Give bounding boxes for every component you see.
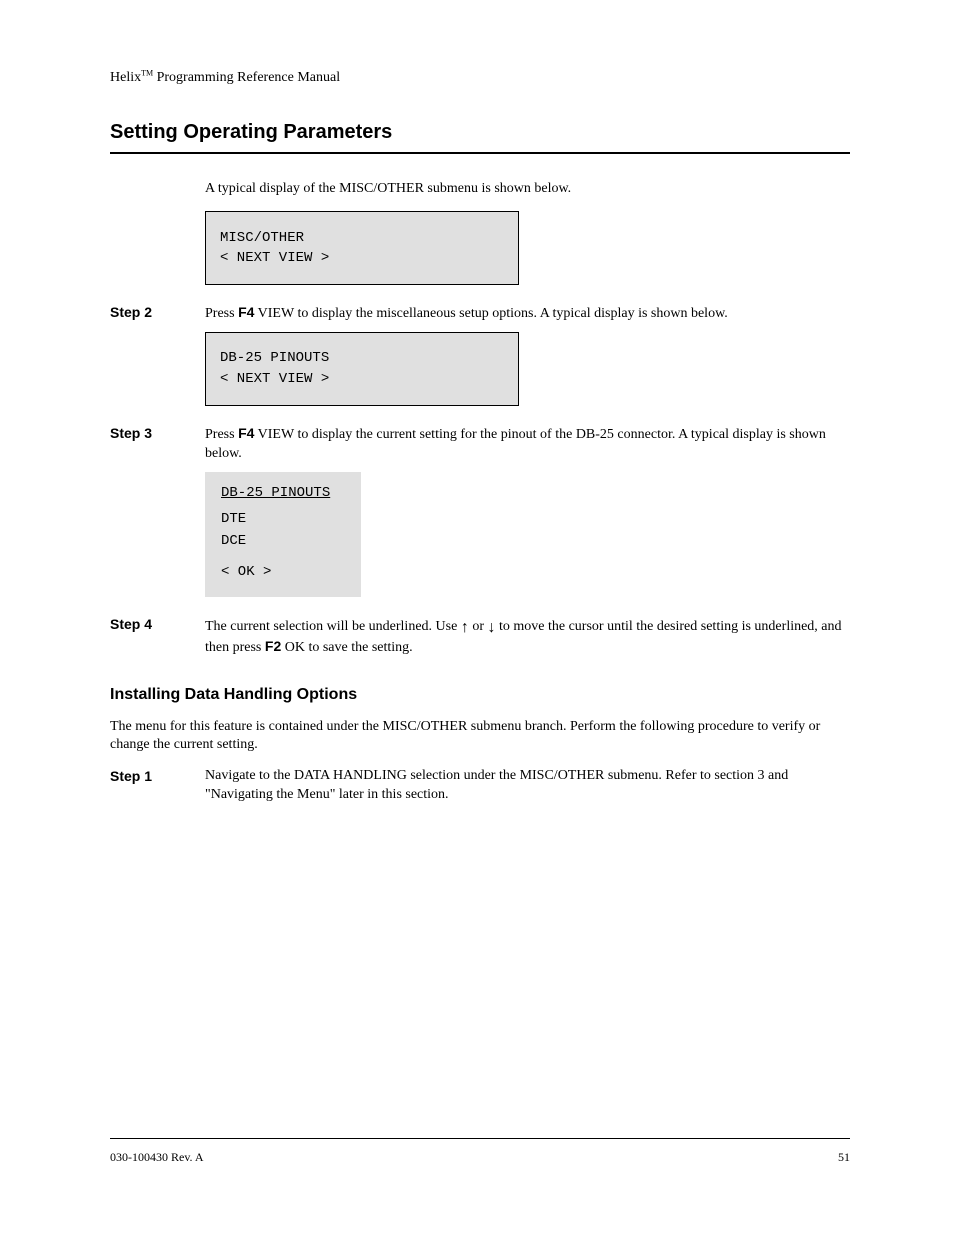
step-number: Step 3 [110,424,205,464]
step-number: Step 4 [110,615,205,658]
lcd-menu-footer: < OK > [221,561,345,583]
step-number: Step 2 [110,303,205,324]
lcd-display-misc-other: MISC/OTHER < NEXT VIEW > [205,211,519,285]
step-text: The current selection will be underlined… [205,615,850,658]
key-f2: F2 [265,638,281,654]
lcd-line: DB-25 PINOUTS [220,348,504,368]
page-number: 51 [838,1150,850,1165]
step-2: Step 2 Press F4 VIEW to display the misc… [110,303,850,324]
header-rule [110,152,850,154]
product-name: HelixTM Programming Reference Manual [110,70,340,85]
page-footer: 030-100430 Rev. A 51 [110,1150,850,1165]
page-header: HelixTM Programming Reference Manual [110,68,850,86]
step-text: Navigate to the DATA HANDLING selection … [205,767,850,805]
intro-paragraph: A typical display of the MISC/OTHER subm… [205,180,850,199]
lcd-line: MISC/OTHER [220,228,504,248]
step-number: Step 1 [110,767,205,805]
lcd-menu-item: DCE [221,530,345,552]
step-1: Step 1 Navigate to the DATA HANDLING sel… [110,767,850,805]
lcd-display-db25-pinouts: DB-25 PINOUTS < NEXT VIEW > [205,332,519,406]
body-paragraph: The menu for this feature is contained u… [110,718,850,756]
step-text: Press F4 VIEW to display the current set… [205,424,850,464]
page-content: A typical display of the MISC/OTHER subm… [110,180,850,813]
up-arrow-icon: ↑ [461,619,469,636]
lcd-menu-header: DB-25 PINOUTS [221,482,345,506]
lcd-menu-item: DTE [221,508,345,530]
key-f4: F4 [238,425,254,441]
down-arrow-icon: ↓ [487,619,495,636]
step-3: Step 3 Press F4 VIEW to display the curr… [110,424,850,464]
step-text: Press F4 VIEW to display the miscellaneo… [205,303,850,324]
key-f4: F4 [238,304,254,320]
step-4: Step 4 The current selection will be und… [110,615,850,658]
section-title: Setting Operating Parameters [110,121,392,144]
subheading: Installing Data Handling Options [110,684,850,706]
doc-revision: 030-100430 Rev. A [110,1150,204,1165]
lcd-line: < NEXT VIEW > [220,369,504,389]
footer-rule [110,1138,850,1139]
lcd-display-pinout-options: DB-25 PINOUTS DTE DCE < OK > [205,472,361,598]
lcd-line: < NEXT VIEW > [220,248,504,268]
trademark-symbol: TM [141,68,153,77]
